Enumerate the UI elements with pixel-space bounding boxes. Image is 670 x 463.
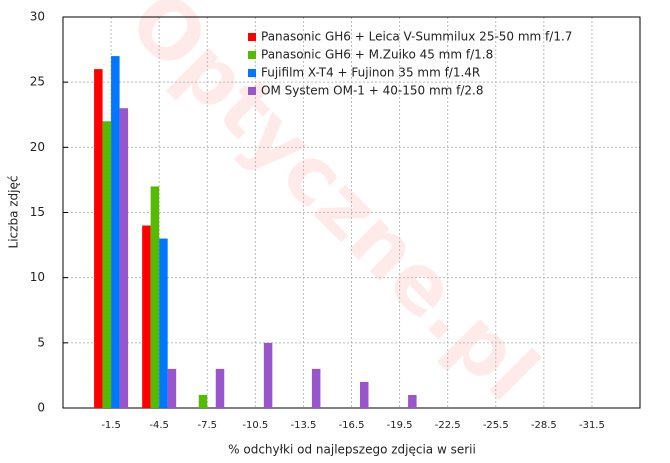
x-tick-label: -25.5 — [483, 420, 509, 431]
x-tick-label: -10.5 — [242, 420, 268, 431]
bar — [142, 225, 151, 408]
legend-swatch — [248, 87, 256, 95]
bar — [102, 121, 112, 409]
x-tick-label: -28.5 — [531, 420, 557, 431]
y-tick-label: 5 — [37, 335, 45, 349]
legend-label: Panasonic GH6 + M.Zuiko 45 mm f/1.8 — [261, 48, 493, 62]
legend-label: OM System OM-1 + 40-150 mm f/2.8 — [261, 84, 484, 98]
legend: Panasonic GH6 + Leica V-Summilux 25-50 m… — [248, 30, 572, 98]
y-tick-label: 15 — [30, 205, 45, 219]
x-tick-label: -7.5 — [197, 420, 217, 431]
legend-label: Panasonic GH6 + Leica V-Summilux 25-50 m… — [261, 30, 572, 44]
y-tick-label: 20 — [30, 140, 45, 154]
bar — [111, 56, 120, 408]
bar — [360, 381, 369, 408]
bar — [94, 69, 103, 408]
bar — [215, 368, 225, 408]
x-tick-label: -19.5 — [387, 420, 413, 431]
y-axis-title: Liczba zdjęć — [7, 176, 21, 249]
x-tick-label: -13.5 — [290, 420, 316, 431]
bar — [198, 394, 208, 408]
bar — [263, 342, 273, 408]
x-tick-label: -4.5 — [149, 420, 169, 431]
x-tick-label: -1.5 — [101, 420, 121, 431]
bar — [119, 108, 129, 408]
y-tick-label: 25 — [30, 75, 45, 89]
x-tick-label: -22.5 — [435, 420, 461, 431]
bar — [311, 368, 321, 408]
legend-swatch — [248, 69, 256, 77]
bar — [408, 394, 417, 408]
legend-label: Fujifilm X-T4 + Fujinon 35 mm f/1.4R — [261, 66, 480, 80]
x-tick-label: -31.5 — [579, 420, 605, 431]
y-tick-label: 30 — [30, 10, 45, 24]
x-tick-label: -16.5 — [339, 420, 365, 431]
watermark: Optyczne.pl — [112, 0, 557, 418]
y-tick-label: 0 — [37, 401, 45, 415]
plot-frame — [62, 16, 641, 409]
bar — [159, 238, 168, 408]
legend-swatch — [248, 33, 256, 41]
x-axis-title: % odchyłki od najlepszego zdjęcia w seri… — [228, 443, 476, 457]
legend-swatch — [248, 51, 256, 59]
bar — [167, 368, 177, 408]
y-tick-label: 10 — [30, 270, 45, 284]
bar — [150, 186, 160, 408]
